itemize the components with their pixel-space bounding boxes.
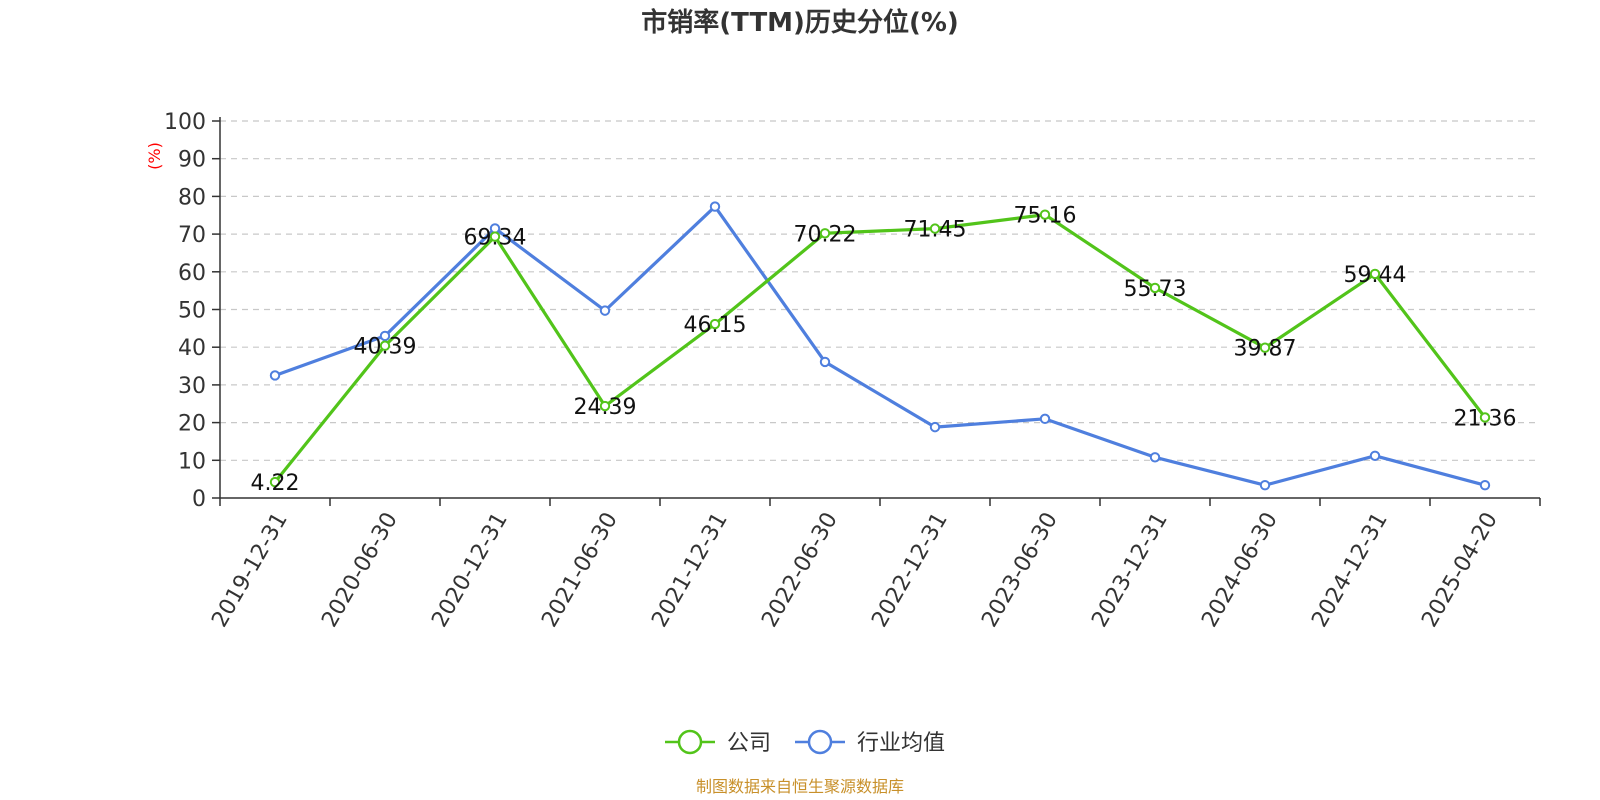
- gridlines: [220, 120, 1540, 461]
- x-tick-label: 2022-12-31: [867, 508, 953, 631]
- y-tick-label: 90: [178, 148, 206, 173]
- series-points: [269, 201, 1491, 491]
- legend-marker: [807, 729, 833, 755]
- data-point: [1479, 479, 1491, 491]
- source-note: 制图数据来自恒生聚源数据库: [696, 777, 904, 796]
- x-tick-label: 2022-06-30: [757, 508, 843, 631]
- x-tick-label: 2023-06-30: [977, 508, 1063, 631]
- legend-label: 行业均值: [857, 731, 945, 756]
- y-tick-label: 40: [178, 336, 206, 361]
- data-label: 71.45: [904, 218, 967, 243]
- x-tick-label: 2019-12-31: [207, 508, 293, 631]
- y-tick-label: 30: [178, 374, 206, 399]
- y-tick-label: 100: [164, 110, 206, 135]
- legend[interactable]: 公司 行业均值: [665, 729, 945, 756]
- y-axis-ticks: 0 10 20 30 40 50 60 70 80 90 100: [164, 110, 220, 512]
- data-point: [709, 318, 721, 330]
- data-point: [819, 356, 831, 368]
- data-label: 69.34: [464, 226, 527, 251]
- data-label: 75.16: [1014, 204, 1077, 229]
- legend-marker: [677, 729, 703, 755]
- data-point: [599, 400, 611, 412]
- x-tick-label: 2020-12-31: [427, 508, 513, 631]
- data-labels: 4.22 40.39 69.34 24.39 46.15 70.22 71.45 75.16 5…: [251, 204, 1517, 496]
- chart-title: 市销率(TTM)历史分位(%): [641, 7, 959, 38]
- y-tick-label: 60: [178, 261, 206, 286]
- data-point: [269, 476, 281, 488]
- series-line-0: [273, 213, 1487, 484]
- data-point: [1259, 479, 1271, 491]
- data-label: 70.22: [794, 222, 857, 247]
- series-lines: [273, 204, 1487, 487]
- data-point: [379, 340, 391, 351]
- data-label: 46.15: [684, 313, 747, 338]
- x-axis-ticks: 2019-12-31 2020-06-30 2020-12-31 2021-06-30…: [207, 498, 1541, 632]
- data-label: 39.87: [1234, 337, 1297, 362]
- legend-item-industry[interactable]: 行业均值: [795, 729, 945, 756]
- legend-label: 公司: [727, 731, 771, 756]
- data-point: [599, 305, 611, 316]
- x-tick-label: 2023-12-31: [1087, 508, 1173, 631]
- y-tick-label: 80: [178, 185, 206, 210]
- data-point: [1479, 412, 1491, 423]
- data-label: 21.36: [1454, 406, 1517, 431]
- data-point: [1369, 268, 1381, 280]
- data-label: 4.22: [251, 471, 300, 496]
- data-label: 55.73: [1124, 277, 1187, 302]
- data-point: [1039, 209, 1051, 220]
- series-line-1: [274, 204, 1486, 487]
- y-tick-label: 10: [178, 449, 206, 474]
- y-tick-label: 70: [178, 223, 206, 248]
- data-point: [269, 370, 281, 381]
- x-tick-label: 2021-12-31: [647, 508, 733, 631]
- data-point: [929, 421, 941, 433]
- x-tick-label: 2025-04-20: [1417, 508, 1503, 631]
- data-point: [1259, 342, 1271, 353]
- x-tick-label: 2020-06-30: [317, 508, 403, 631]
- data-point: [929, 223, 941, 234]
- data-point: [1149, 282, 1161, 294]
- axes: [219, 117, 1540, 499]
- data-point: [379, 330, 391, 342]
- data-point: [1039, 413, 1051, 425]
- data-point: [819, 228, 831, 239]
- data-point: [1149, 452, 1161, 463]
- legend-item-company[interactable]: 公司: [665, 729, 771, 756]
- x-tick-label: 2024-12-31: [1307, 508, 1393, 631]
- data-point: [709, 201, 721, 212]
- y-tick-label: 50: [178, 299, 206, 324]
- data-label: 40.39: [354, 335, 417, 360]
- data-label: 24.39: [574, 395, 637, 420]
- data-label: 59.44: [1344, 263, 1407, 288]
- y-tick-label: 20: [178, 412, 206, 437]
- x-tick-label: 2024-06-30: [1197, 508, 1283, 631]
- data-point: [1369, 450, 1381, 461]
- y-tick-label: 0: [192, 487, 206, 512]
- y-axis-label: (%): [145, 142, 164, 170]
- data-point: [489, 231, 501, 242]
- x-tick-label: 2021-06-30: [537, 508, 623, 631]
